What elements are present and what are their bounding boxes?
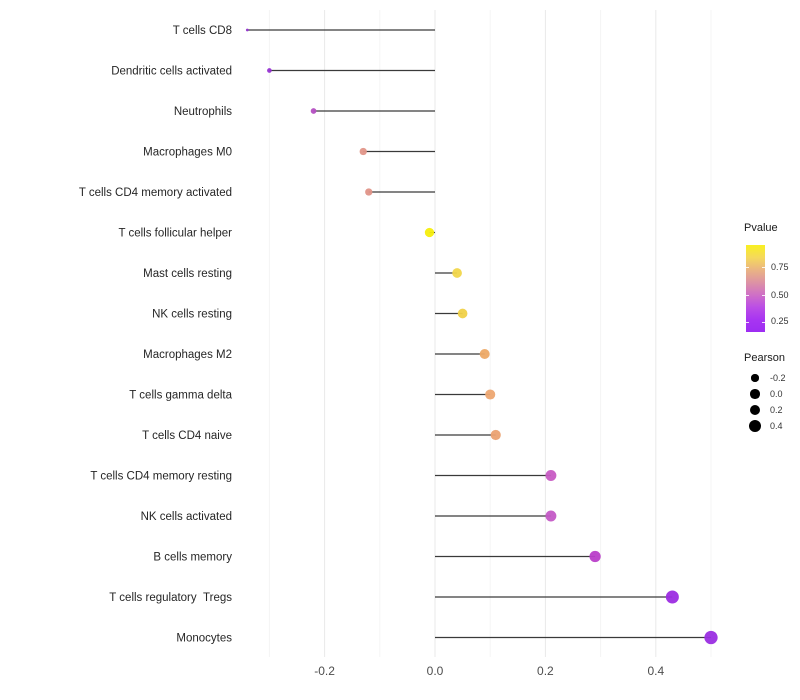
y-axis-label: Macrophages M0 (143, 147, 232, 159)
pearson-legend-dot (751, 374, 759, 382)
lollipop-point (245, 28, 249, 32)
lollipop-point (589, 550, 601, 563)
y-axis-label: Monocytes (176, 633, 232, 645)
y-axis-label: Neutrophils (174, 106, 232, 118)
pvalue-tick-mark (746, 295, 749, 297)
lollipop-point (479, 349, 490, 359)
lollipop-point (485, 389, 496, 400)
y-axis-label: T cells gamma delta (129, 390, 232, 402)
y-axis-label: T cells CD4 memory resting (90, 471, 232, 483)
pearson-legend-dot (750, 389, 760, 399)
pearson-legend-label: -0.2 (770, 372, 786, 383)
pvalue-tick-label: 0.50 (771, 289, 789, 300)
pearson-legend-label: 0.4 (770, 420, 783, 431)
x-axis-tick-label: 0.4 (647, 664, 664, 678)
pearson-legend-label: 0.2 (770, 404, 783, 415)
y-axis-label: T cells CD4 memory activated (79, 187, 232, 199)
pvalue-tick-mark (762, 267, 765, 268)
x-axis-tick-label: 0.0 (427, 664, 444, 678)
y-axis-label: B cells memory (153, 552, 232, 564)
lollipop-point (267, 68, 272, 73)
y-axis-label: Macrophages M2 (143, 349, 232, 361)
lollipop-point (490, 429, 501, 441)
pearson-legend-title: Pearson (744, 352, 785, 364)
x-axis-tick-label: -0.2 (314, 664, 335, 678)
pvalue-tick-label: 0.75 (771, 261, 789, 272)
pvalue-tick-mark (762, 321, 765, 323)
y-axis-label: T cells CD4 naive (142, 430, 232, 442)
pvalue-colorbar (746, 245, 765, 332)
y-axis-label: T cells follicular helper (118, 228, 232, 240)
y-axis-label: T cells regulatory Tregs (109, 592, 232, 604)
lollipop-point (365, 188, 373, 196)
pvalue-tick-mark (746, 267, 749, 268)
x-axis-tick-label: 0.2 (537, 664, 554, 678)
lollipop-point (359, 147, 367, 156)
pearson-legend-dot (749, 404, 761, 416)
lollipop-point (665, 590, 679, 604)
pvalue-legend-title: Pvalue (744, 222, 778, 234)
y-axis-label: NK cells resting (152, 309, 232, 321)
pvalue-tick-mark (762, 295, 765, 297)
lollipop-point (704, 630, 718, 645)
lollipop-point (457, 308, 468, 319)
y-axis-label: NK cells activated (141, 511, 232, 523)
y-axis-label: T cells CD8 (173, 25, 232, 37)
lollipop-point (545, 470, 557, 481)
pvalue-tick-mark (746, 321, 749, 323)
y-axis-label: Dendritic cells activated (111, 66, 232, 78)
lollipop-point (545, 510, 557, 522)
pvalue-tick-label: 0.25 (771, 316, 789, 327)
lollipop-point (310, 108, 317, 114)
pearson-legend-label: 0.0 (770, 388, 783, 399)
lollipop-point (424, 227, 435, 238)
pearson-legend-dot (748, 419, 762, 433)
y-axis-label: Mast cells resting (143, 268, 232, 280)
lollipop-point (452, 268, 462, 278)
